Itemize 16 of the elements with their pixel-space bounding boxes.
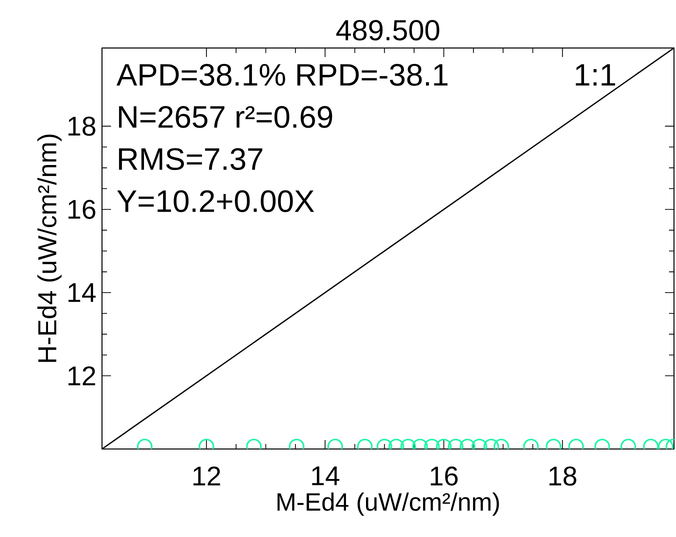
annotation: APD=38.1% RPD=-38.1 bbox=[116, 64, 448, 86]
x-tick-label: 14 bbox=[312, 466, 340, 486]
x-axis-title: M-Ed4 (uW/cm²/nm) bbox=[278, 492, 499, 516]
x-tick-label: 12 bbox=[193, 466, 220, 486]
annotation: N=2657 r²=0.69 bbox=[119, 106, 332, 128]
x-tick-label: 16 bbox=[430, 466, 458, 486]
annotation: RMS=7.37 bbox=[119, 148, 262, 170]
y-axis-title: H-Ed4 (uW/cm²/nm) bbox=[37, 134, 62, 362]
y-tick-label: 14 bbox=[68, 283, 96, 302]
annotation: 1:1 bbox=[576, 64, 616, 86]
chart-title: 489.500 bbox=[336, 20, 440, 40]
annotation: Y=10.2+0.00X bbox=[117, 190, 314, 212]
x-tick-label: 18 bbox=[549, 466, 576, 486]
y-tick-label: 18 bbox=[68, 116, 96, 136]
y-tick-label: 16 bbox=[68, 200, 96, 219]
y-tick-label: 12 bbox=[68, 366, 96, 386]
